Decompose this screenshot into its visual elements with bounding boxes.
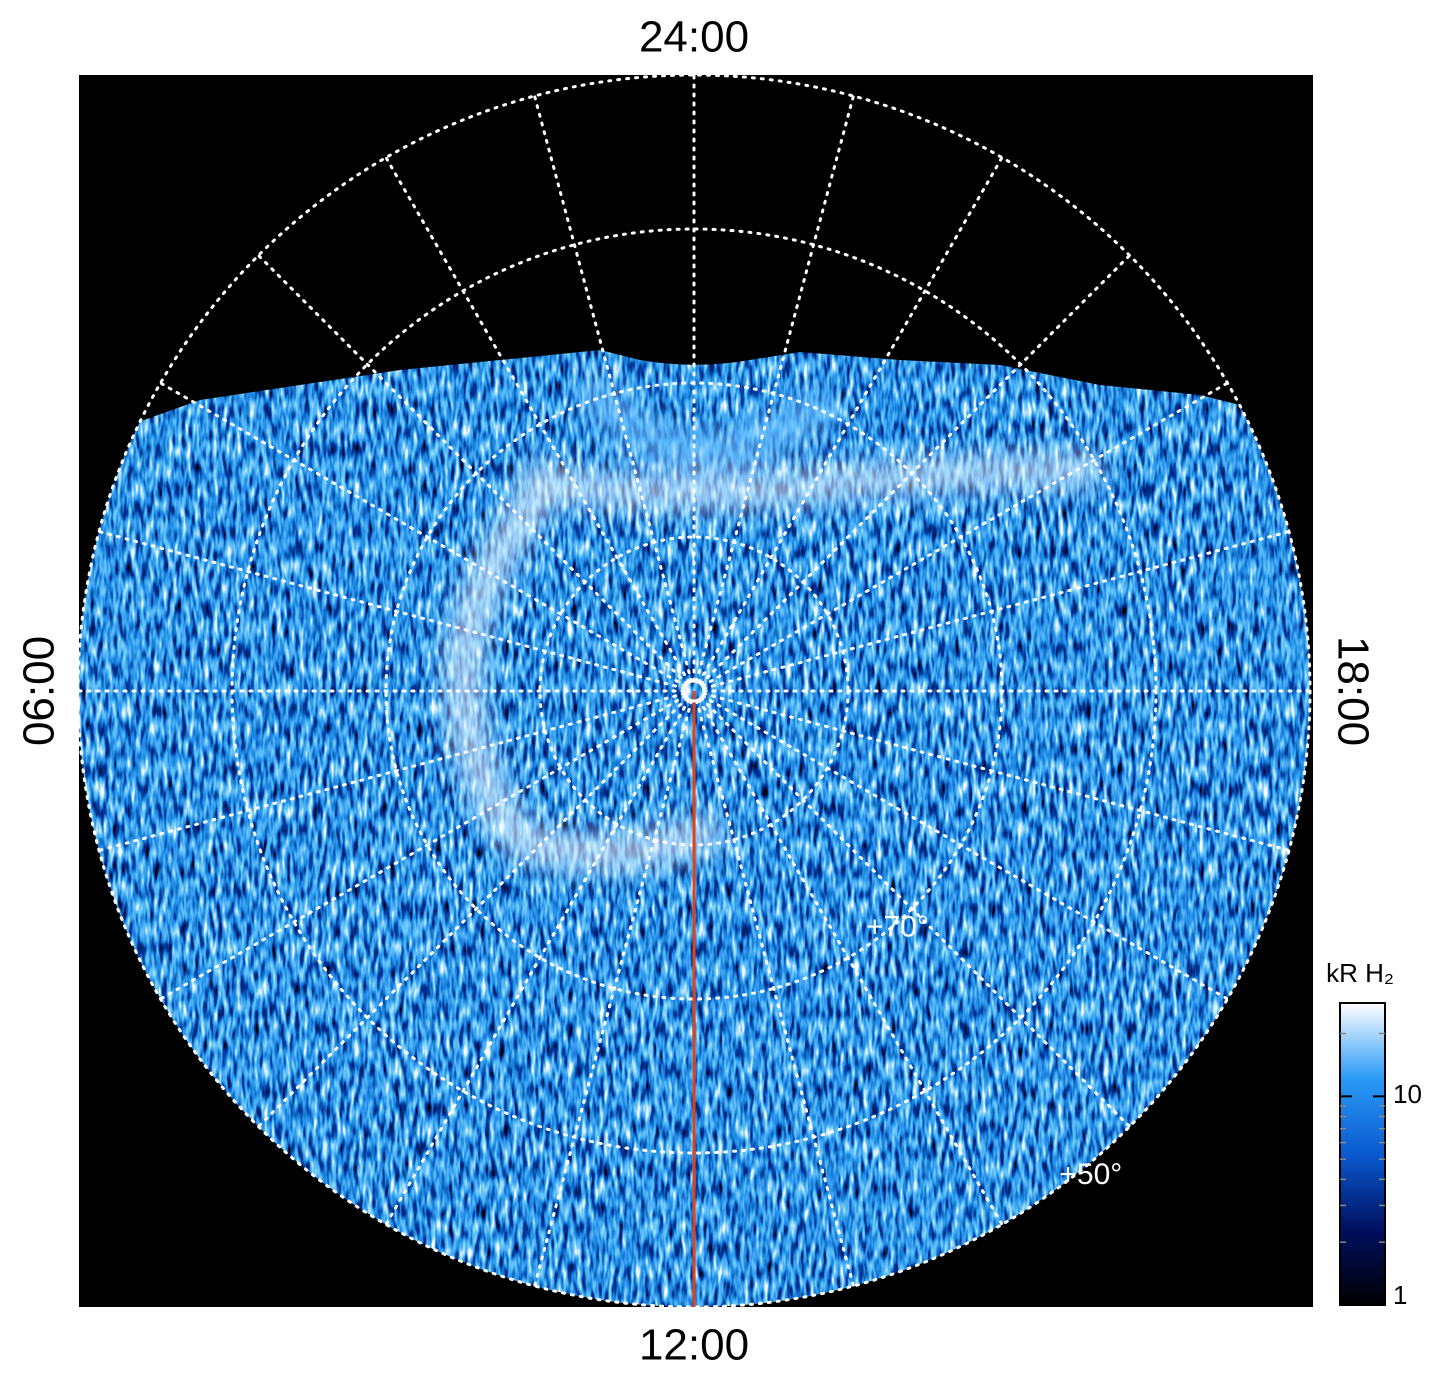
- latitude-label: +70°: [866, 910, 929, 943]
- polar-grid: [76, 73, 1312, 1309]
- meridian: [256, 696, 689, 1129]
- meridian: [701, 381, 1229, 688]
- hour-label: 12:00: [639, 1321, 749, 1370]
- meridian: [97, 692, 686, 852]
- hour-label: 06:00: [15, 636, 64, 746]
- meridian: [533, 699, 693, 1288]
- meridian: [697, 156, 1004, 684]
- colorbar-tick-label: 10: [1393, 1079, 1422, 1109]
- latitude-label: +50°: [1059, 1158, 1122, 1191]
- meridian: [384, 156, 691, 684]
- meridian: [159, 694, 687, 1001]
- meridian: [695, 699, 855, 1288]
- hour-label: 24:00: [639, 13, 749, 62]
- auroral-oval: [446, 370, 1101, 870]
- meridian: [702, 530, 1291, 690]
- pole-marker: [682, 679, 706, 703]
- meridian: [695, 94, 855, 683]
- meridian: [702, 692, 1291, 852]
- meridian: [697, 698, 1004, 1226]
- meridian: [699, 696, 1132, 1129]
- meridian: [699, 253, 1132, 686]
- meridian: [533, 94, 693, 683]
- hour-label: 18:00: [1328, 636, 1377, 746]
- colorbar: [1339, 1002, 1386, 1306]
- meridian: [701, 694, 1229, 1001]
- meridian: [256, 253, 689, 686]
- meridian: [384, 698, 691, 1226]
- colorbar-title: kR H₂: [1326, 958, 1394, 988]
- colorbar-tick-label: 1: [1393, 1280, 1407, 1310]
- meridian: [159, 381, 687, 688]
- meridian: [97, 530, 686, 690]
